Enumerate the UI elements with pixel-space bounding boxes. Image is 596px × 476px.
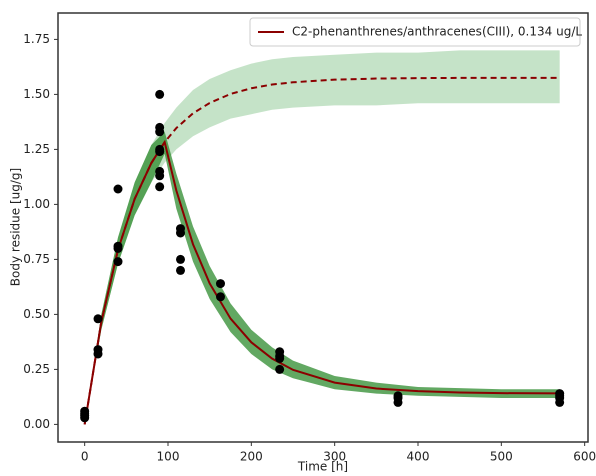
x-tick-label: 500 <box>490 450 513 464</box>
observation <box>113 257 123 267</box>
observation <box>555 397 565 407</box>
uncertainty-band <box>84 50 560 425</box>
observation <box>155 127 165 137</box>
observation <box>155 89 165 99</box>
observation <box>113 243 123 253</box>
y-tick-label: 1.25 <box>23 142 50 156</box>
observation <box>93 314 103 324</box>
y-tick-label: 1.75 <box>23 32 50 46</box>
x-tick-label: 200 <box>240 450 263 464</box>
frame <box>57 12 589 443</box>
model-line <box>83 76 560 425</box>
observation <box>176 265 185 275</box>
plot-area <box>80 50 565 425</box>
legend-label: C2-phenanthrenes/anthracenes(CIII), 0.13… <box>292 25 582 39</box>
y-tick-label: 0.00 <box>23 417 50 431</box>
x-axis-label: Time [h] <box>297 460 348 474</box>
observation <box>113 184 123 194</box>
x-tick-label: 0 <box>81 450 89 464</box>
y-tick-label: 0.75 <box>23 252 50 266</box>
y-tick-label: 0.25 <box>23 362 50 376</box>
uncertainty-band <box>84 131 560 425</box>
observation <box>155 171 165 181</box>
observation <box>216 292 225 302</box>
y-tick-label: 1.50 <box>23 87 50 101</box>
legend-box <box>249 17 581 47</box>
observation <box>393 397 403 407</box>
x-tick-label: 600 <box>573 450 596 464</box>
observation <box>176 254 185 264</box>
observation <box>155 182 165 192</box>
observation <box>155 147 165 157</box>
x-tick-label: 100 <box>157 450 180 464</box>
y-axis-label: Body residue [ug/g] <box>9 168 23 286</box>
x-tick-label: 300 <box>323 450 346 464</box>
observation <box>80 406 90 416</box>
legend: C2-phenanthrenes/anthracenes(CIII), 0.13… <box>249 17 582 47</box>
observation <box>176 228 185 238</box>
y-tick-label: 1.00 <box>23 197 50 211</box>
observation <box>93 345 103 355</box>
observation <box>275 364 285 374</box>
observation <box>216 279 225 289</box>
x-tick-label: 400 <box>407 450 430 464</box>
observation <box>275 353 285 363</box>
y-tick-label: 0.50 <box>23 307 50 321</box>
